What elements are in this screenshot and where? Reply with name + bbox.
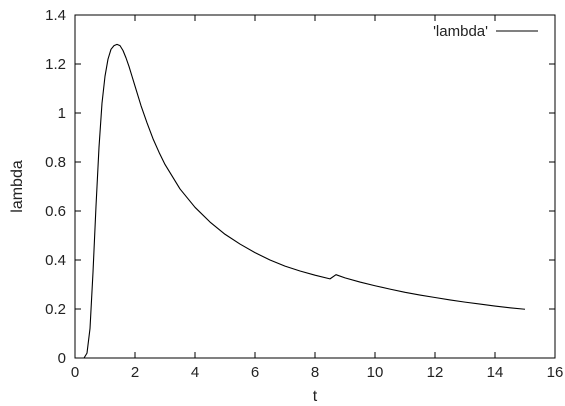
axes xyxy=(74,14,556,359)
x-tick-label: 14 xyxy=(487,364,504,381)
y-tick-label: 0 xyxy=(58,350,66,367)
x-tick-label: 12 xyxy=(427,364,444,381)
y-tick-label: 0.4 xyxy=(45,252,66,269)
x-tick-label: 16 xyxy=(547,364,564,381)
series-lines xyxy=(83,43,526,359)
x-tick-label: 0 xyxy=(71,364,79,381)
x-tick-label: 4 xyxy=(191,364,199,381)
y-tick-label: 1.2 xyxy=(45,56,66,73)
x-axis-title: t xyxy=(313,388,318,405)
y-tick-label: 1.4 xyxy=(45,7,66,24)
legend-label: 'lambda' xyxy=(433,23,488,40)
y-tick-label: 0.2 xyxy=(45,301,66,318)
tick-marks xyxy=(74,14,556,359)
x-tick-label: 8 xyxy=(311,364,319,381)
y-tick-label: 0.6 xyxy=(45,203,66,220)
x-tick-label: 10 xyxy=(367,364,384,381)
plot-frame xyxy=(74,14,556,359)
y-tick-label: 0.8 xyxy=(45,154,66,171)
x-tick-label: 2 xyxy=(131,364,139,381)
tick-labels: 0 2 4 6 8 10 12 14 16 0 0.2 0.4 0.6 0.8 1 1.2 1.4 xyxy=(45,7,563,381)
x-tick-label: 6 xyxy=(251,364,259,381)
legend: 'lambda' xyxy=(433,23,538,40)
y-tick-label: 1 xyxy=(58,105,66,122)
series-line-0 xyxy=(83,43,526,359)
y-axis-title: lambda xyxy=(9,160,26,213)
